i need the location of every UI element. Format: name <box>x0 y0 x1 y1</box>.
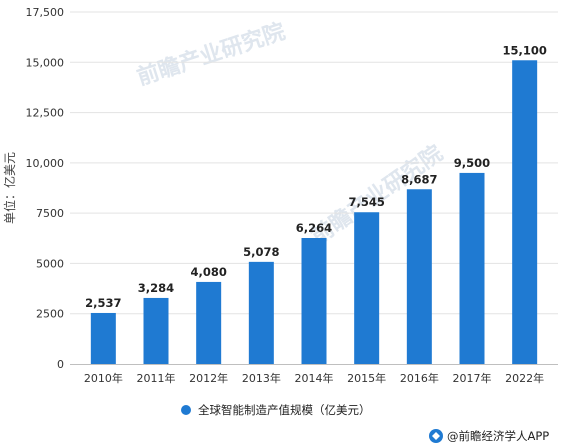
watermarks: 前瞻产业研究院 前瞻产业研究院 <box>134 18 448 250</box>
y-tick-label: 7500 <box>36 207 64 220</box>
bar[interactable] <box>248 261 274 364</box>
x-tick-label: 2017年 <box>453 371 492 385</box>
data-label: 15,100 <box>502 43 546 57</box>
bar[interactable] <box>459 172 485 364</box>
bar[interactable] <box>406 189 432 364</box>
data-labels: 2,537 3,284 4,080 5,078 6,264 7,545 8,687 9,500… <box>85 43 547 310</box>
legend-marker <box>181 405 191 415</box>
bar[interactable] <box>301 238 327 364</box>
x-axis-ticks: 2010年 2011年 2012年 2013年 2014年 2015年 2016年 2017年… <box>84 371 544 385</box>
footer: @前瞻经济学人APP <box>429 429 549 443</box>
bar[interactable] <box>512 60 538 364</box>
bar[interactable] <box>196 281 222 364</box>
x-tick-label: 2014年 <box>295 371 334 385</box>
qianzhan-logo-mark <box>432 432 440 440</box>
x-tick-label: 2012年 <box>189 371 228 385</box>
x-tick-label: 2013年 <box>242 371 281 385</box>
x-tick-label: 2015年 <box>347 371 386 385</box>
data-label: 7,545 <box>348 195 384 209</box>
y-tick-label: 17,500 <box>26 6 65 19</box>
legend-label: 全球智能制造产值规模（亿美元） <box>198 403 371 417</box>
footer-text: @前瞻经济学人APP <box>447 429 549 443</box>
bar[interactable] <box>90 312 116 364</box>
x-tick-label: 2016年 <box>400 371 439 385</box>
y-tick-label: 12,500 <box>26 107 65 120</box>
x-tick-label: 2010年 <box>84 371 123 385</box>
y-tick-label: 0 <box>57 358 64 371</box>
watermark-top: 前瞻产业研究院 <box>134 18 289 90</box>
data-label: 5,078 <box>243 245 279 259</box>
y-axis-ticks: 0 2500 5000 7500 10,000 12,500 15,000 17,500 <box>26 6 65 371</box>
x-tick-label: 2011年 <box>137 371 176 385</box>
x-tick-label: 2022年 <box>505 371 544 385</box>
bar[interactable] <box>354 212 380 364</box>
data-label: 8,687 <box>401 172 437 186</box>
data-label: 2,537 <box>85 296 121 310</box>
bars <box>90 60 538 364</box>
y-tick-label: 2500 <box>36 308 64 321</box>
y-tick-label: 15,000 <box>26 56 65 69</box>
data-label: 4,080 <box>190 265 226 279</box>
y-axis-label: 单位：亿美元 <box>2 152 17 224</box>
data-label: 3,284 <box>138 281 174 295</box>
y-tick-label: 10,000 <box>26 157 65 170</box>
legend[interactable]: 全球智能制造产值规模（亿美元） <box>181 403 371 417</box>
data-label: 6,264 <box>296 221 332 235</box>
bar[interactable] <box>143 297 169 364</box>
data-label: 9,500 <box>454 156 490 170</box>
y-tick-label: 5000 <box>36 257 64 270</box>
